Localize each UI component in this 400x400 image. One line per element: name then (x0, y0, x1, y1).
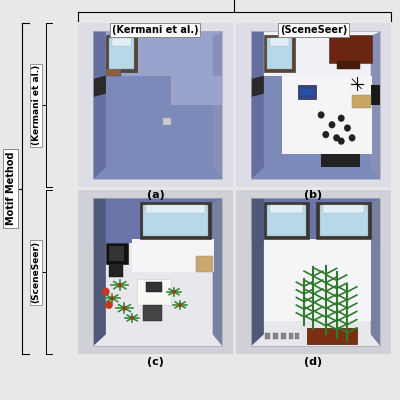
Polygon shape (94, 31, 106, 179)
Text: (Kermani et al.): (Kermani et al.) (32, 65, 40, 145)
Polygon shape (94, 198, 222, 243)
Polygon shape (371, 31, 380, 179)
Circle shape (349, 134, 356, 142)
Polygon shape (295, 333, 300, 339)
Text: (Kermani et al.): (Kermani et al.) (112, 25, 199, 35)
Polygon shape (289, 333, 293, 339)
Polygon shape (252, 198, 380, 243)
Polygon shape (323, 205, 364, 213)
Text: (SceneSeer): (SceneSeer) (32, 241, 40, 303)
Polygon shape (264, 239, 371, 321)
Polygon shape (109, 38, 134, 69)
Circle shape (102, 288, 110, 296)
Text: (b): (b) (304, 190, 322, 200)
Polygon shape (112, 38, 131, 46)
Polygon shape (307, 328, 357, 344)
Polygon shape (267, 38, 292, 69)
Polygon shape (213, 31, 222, 179)
Circle shape (130, 316, 134, 320)
Polygon shape (78, 190, 233, 354)
Polygon shape (94, 76, 106, 97)
Polygon shape (140, 202, 211, 239)
Polygon shape (94, 243, 222, 346)
Polygon shape (301, 89, 314, 95)
Polygon shape (282, 76, 372, 154)
Text: Motif Method: Motif Method (6, 152, 16, 225)
Text: (a): (a) (146, 190, 164, 200)
Circle shape (344, 124, 351, 132)
Circle shape (333, 134, 340, 142)
Circle shape (338, 115, 345, 122)
Polygon shape (252, 31, 264, 179)
Polygon shape (266, 333, 270, 339)
Polygon shape (371, 86, 380, 105)
Polygon shape (213, 198, 222, 346)
Polygon shape (106, 69, 121, 76)
Polygon shape (143, 305, 162, 321)
Polygon shape (146, 205, 205, 213)
Polygon shape (252, 198, 264, 346)
Polygon shape (329, 35, 372, 62)
Circle shape (322, 131, 329, 138)
Polygon shape (78, 23, 233, 187)
Polygon shape (236, 23, 391, 187)
Polygon shape (94, 31, 222, 76)
Polygon shape (252, 76, 264, 97)
Polygon shape (109, 246, 124, 261)
Text: (c): (c) (147, 357, 164, 367)
Circle shape (122, 306, 127, 310)
Polygon shape (252, 243, 380, 346)
Polygon shape (94, 198, 106, 346)
Circle shape (118, 283, 122, 288)
Polygon shape (352, 95, 371, 108)
Polygon shape (273, 333, 278, 339)
Circle shape (338, 138, 345, 145)
Polygon shape (143, 205, 208, 236)
Polygon shape (264, 202, 309, 239)
Circle shape (318, 111, 324, 118)
Polygon shape (371, 198, 380, 346)
Polygon shape (281, 333, 286, 339)
Circle shape (172, 290, 176, 294)
Circle shape (328, 121, 335, 128)
Text: (SceneSeer): (SceneSeer) (280, 25, 347, 35)
Polygon shape (146, 282, 162, 292)
Polygon shape (321, 154, 360, 167)
Polygon shape (316, 202, 371, 239)
Polygon shape (264, 35, 295, 72)
Polygon shape (270, 205, 302, 213)
Polygon shape (196, 256, 213, 272)
Polygon shape (137, 279, 171, 305)
Polygon shape (270, 38, 289, 46)
Circle shape (105, 301, 113, 309)
Polygon shape (109, 264, 123, 277)
Text: (d): (d) (304, 357, 322, 367)
Polygon shape (132, 239, 214, 272)
Polygon shape (267, 205, 306, 236)
Polygon shape (252, 31, 380, 76)
Polygon shape (106, 243, 128, 264)
Polygon shape (213, 82, 222, 100)
Polygon shape (106, 35, 137, 72)
Polygon shape (137, 76, 222, 105)
Polygon shape (298, 86, 316, 98)
Circle shape (178, 303, 182, 307)
Polygon shape (236, 190, 391, 354)
Circle shape (110, 296, 114, 301)
Polygon shape (163, 118, 171, 125)
Polygon shape (320, 205, 368, 236)
Polygon shape (252, 76, 380, 179)
Polygon shape (94, 76, 222, 179)
Polygon shape (337, 61, 360, 69)
